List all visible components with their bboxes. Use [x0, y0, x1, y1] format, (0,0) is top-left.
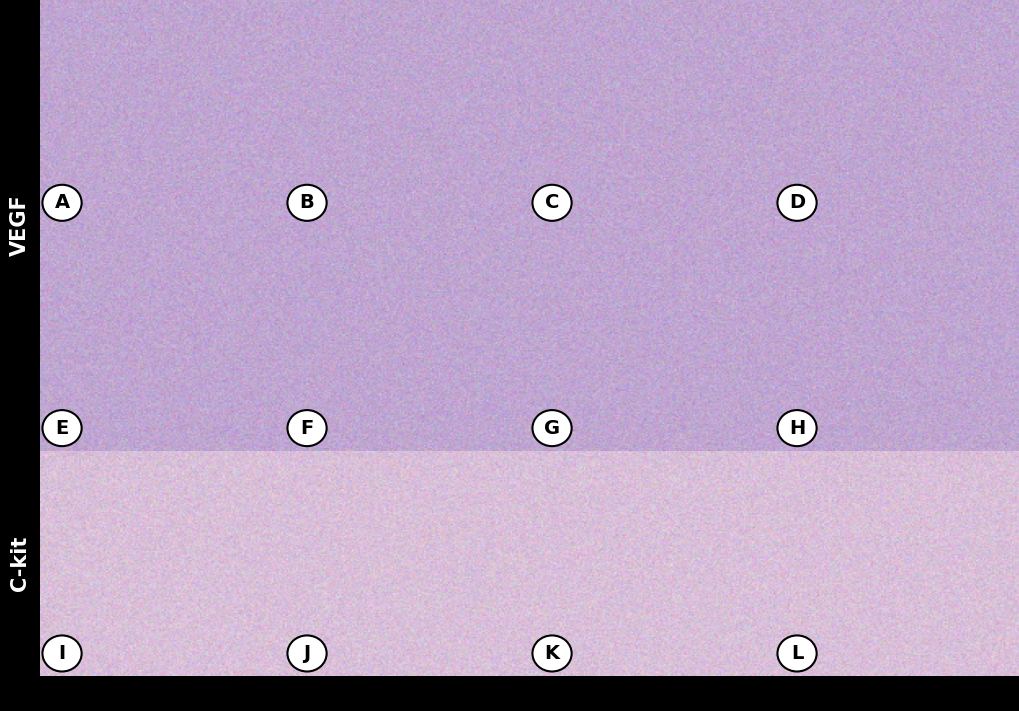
Text: K: K — [544, 644, 559, 663]
Circle shape — [287, 410, 326, 447]
Text: Aged: Aged — [618, 6, 686, 29]
Circle shape — [287, 185, 326, 221]
Text: Young: Young — [366, 6, 448, 29]
Text: E: E — [55, 419, 68, 438]
Text: C-kit: C-kit — [10, 535, 30, 591]
Text: Control: Control — [113, 6, 211, 29]
Text: B: B — [300, 193, 314, 213]
Circle shape — [43, 185, 82, 221]
Text: D: D — [789, 193, 804, 213]
Circle shape — [532, 185, 571, 221]
Text: VEGF: VEGF — [10, 194, 30, 256]
Circle shape — [43, 636, 82, 671]
Text: J: J — [304, 644, 311, 663]
Circle shape — [287, 636, 326, 671]
Text: C: C — [544, 193, 558, 213]
Circle shape — [776, 410, 816, 447]
Text: H: H — [788, 419, 804, 438]
Text: A: A — [54, 193, 69, 213]
Text: G: G — [543, 419, 559, 438]
Text: L: L — [790, 644, 802, 663]
Text: Melatonin: Melatonin — [830, 6, 963, 29]
Circle shape — [532, 636, 571, 671]
Circle shape — [532, 410, 571, 447]
Circle shape — [43, 410, 82, 447]
Text: I: I — [58, 644, 65, 663]
Text: F: F — [301, 419, 314, 438]
Circle shape — [776, 636, 816, 671]
Circle shape — [776, 185, 816, 221]
